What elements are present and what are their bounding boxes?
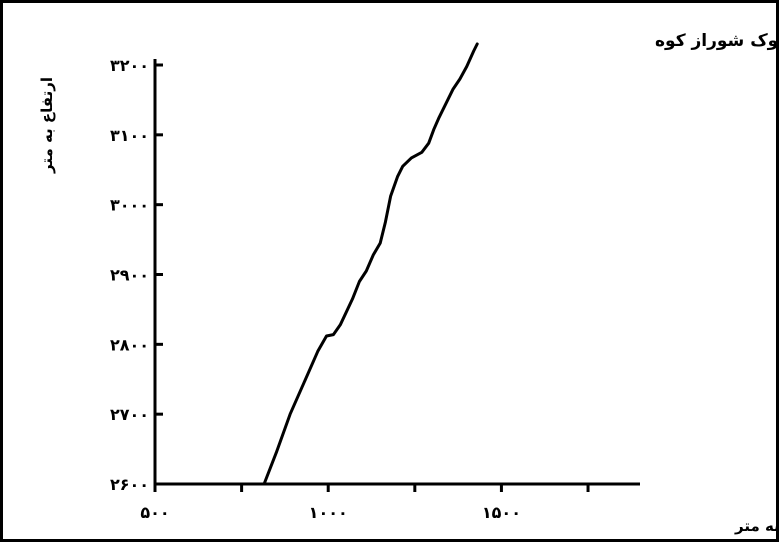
x-tick-label: ۵۰۰: [140, 503, 169, 522]
series-line: [262, 42, 479, 486]
y-tick-label: ۲۶۰۰: [110, 475, 149, 494]
y-tick-label: ۳۰۰۰: [110, 196, 149, 215]
y-tick-label: ۲۷۰۰: [110, 405, 149, 424]
y-tick-label: ۲۸۰۰: [110, 335, 149, 354]
x-axis-label: فاصله به متر: [734, 517, 779, 535]
y-tick-label: ۳۲۰۰: [110, 56, 149, 75]
x-tick-label: ۱۵۰۰: [482, 503, 521, 522]
x-ticks: ۵۰۰ ۱۰۰۰ ۱۵۰۰: [140, 484, 590, 522]
y-axis-label: ارتفاع به متر: [38, 77, 56, 174]
chart-title: ۴- نیمرخ دامنه شمالی داخل میوک شوراز کوه: [655, 31, 779, 51]
axes: [153, 59, 640, 486]
y-tick-label: ۲۹۰۰: [110, 266, 149, 285]
x-tick-label: ۱۰۰۰: [309, 503, 348, 522]
y-ticks: ۲۶۰۰ ۲۷۰۰ ۲۸۰۰ ۲۹۰۰ ۳۰۰۰ ۳۱۰۰ ۳۲۰۰: [110, 56, 163, 494]
y-tick-label: ۳۱۰۰: [110, 126, 149, 145]
